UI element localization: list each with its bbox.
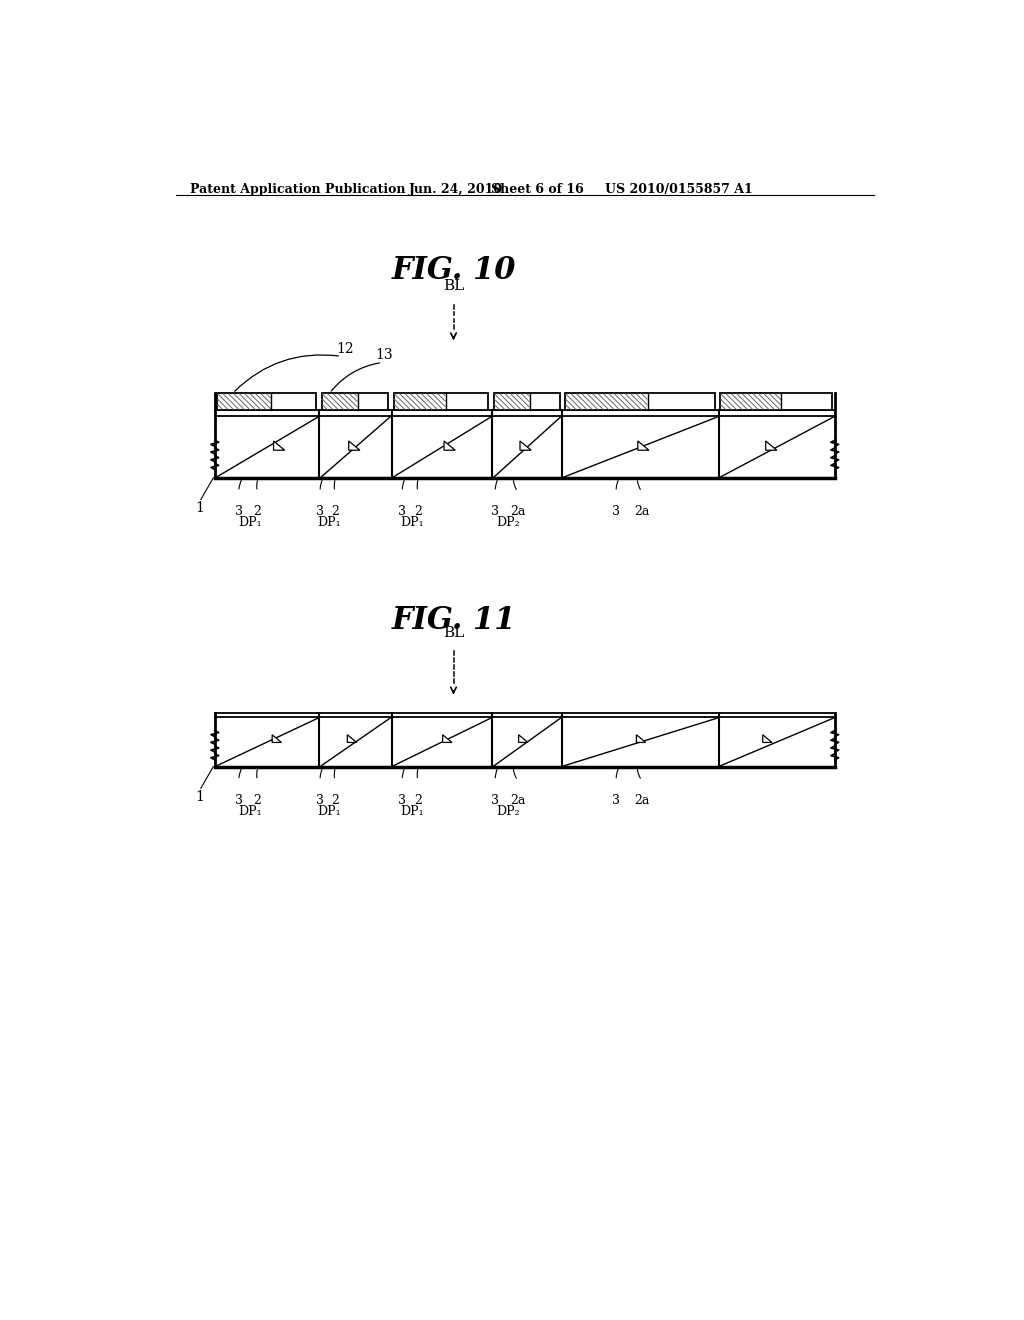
Text: BL: BL <box>442 626 464 640</box>
Text: DP₁: DP₁ <box>239 516 262 529</box>
Text: FIG. 11: FIG. 11 <box>391 605 516 636</box>
Polygon shape <box>763 735 772 742</box>
Bar <box>394 393 488 411</box>
Text: 13: 13 <box>375 348 392 363</box>
Text: 12: 12 <box>336 342 354 356</box>
Text: 2a: 2a <box>510 793 525 807</box>
Text: BL: BL <box>442 279 464 293</box>
Text: 2a: 2a <box>510 506 525 517</box>
Text: 1: 1 <box>195 502 204 515</box>
Polygon shape <box>442 735 452 742</box>
Text: DP₁: DP₁ <box>399 805 424 818</box>
Text: DP₂: DP₂ <box>497 805 520 818</box>
Text: 3: 3 <box>612 793 621 807</box>
Text: 3: 3 <box>398 793 407 807</box>
Text: 2: 2 <box>414 506 422 517</box>
Text: 2: 2 <box>331 793 339 807</box>
Polygon shape <box>520 441 531 450</box>
Text: 2a: 2a <box>634 793 649 807</box>
Text: US 2010/0155857 A1: US 2010/0155857 A1 <box>604 183 753 197</box>
Bar <box>494 393 560 411</box>
Text: 2: 2 <box>331 506 339 517</box>
Polygon shape <box>349 441 359 450</box>
Polygon shape <box>638 441 649 450</box>
Text: 2: 2 <box>254 793 261 807</box>
Bar <box>217 393 315 411</box>
Text: Jun. 24, 2010: Jun. 24, 2010 <box>410 183 504 197</box>
Bar <box>720 393 831 411</box>
Text: DP₁: DP₁ <box>239 805 262 818</box>
Text: DP₁: DP₁ <box>317 805 341 818</box>
Polygon shape <box>273 441 285 450</box>
Text: 2: 2 <box>254 506 261 517</box>
Text: 3: 3 <box>234 793 243 807</box>
Polygon shape <box>518 735 528 742</box>
Polygon shape <box>444 441 456 450</box>
Text: 3: 3 <box>612 506 621 517</box>
Polygon shape <box>766 441 777 450</box>
Polygon shape <box>272 735 282 742</box>
Text: 3: 3 <box>492 793 500 807</box>
Polygon shape <box>636 735 646 742</box>
Text: 3: 3 <box>234 506 243 517</box>
Text: FIG. 10: FIG. 10 <box>391 255 516 285</box>
Text: 1: 1 <box>195 789 204 804</box>
Text: 3: 3 <box>492 506 500 517</box>
Bar <box>322 393 388 411</box>
Text: DP₁: DP₁ <box>317 516 341 529</box>
Text: DP₂: DP₂ <box>497 516 520 529</box>
Bar <box>565 393 716 411</box>
Text: 2: 2 <box>414 793 422 807</box>
Text: 2a: 2a <box>634 506 649 517</box>
Text: Sheet 6 of 16: Sheet 6 of 16 <box>490 183 584 197</box>
Text: Patent Application Publication: Patent Application Publication <box>190 183 406 197</box>
Text: 3: 3 <box>398 506 407 517</box>
Text: 3: 3 <box>316 793 325 807</box>
Polygon shape <box>347 735 356 742</box>
Text: DP₁: DP₁ <box>399 516 424 529</box>
Text: 3: 3 <box>316 506 325 517</box>
